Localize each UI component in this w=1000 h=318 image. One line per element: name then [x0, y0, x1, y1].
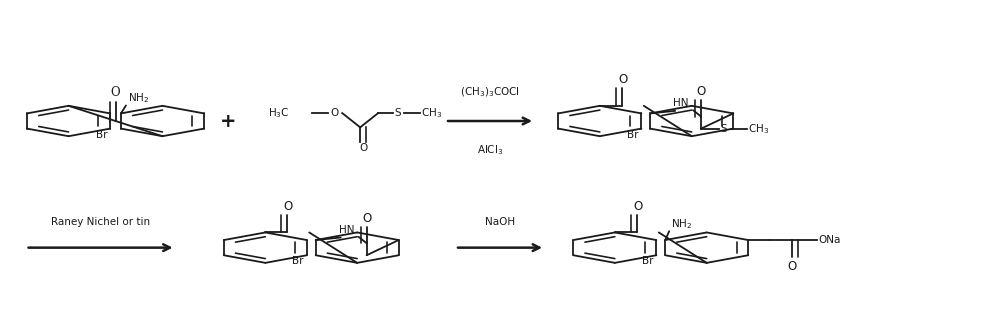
Text: NaOH: NaOH [485, 217, 515, 227]
Text: (CH$_3$)$_3$COCl: (CH$_3$)$_3$COCl [460, 85, 520, 99]
Text: HN: HN [673, 98, 689, 108]
Text: HN: HN [339, 225, 354, 235]
Text: CH$_3$: CH$_3$ [748, 122, 769, 135]
Text: O: O [111, 86, 120, 100]
Text: Raney Nichel or tin: Raney Nichel or tin [51, 217, 150, 227]
Text: O: O [618, 73, 627, 86]
Text: CH$_3$: CH$_3$ [421, 106, 442, 120]
Text: O: O [330, 108, 338, 118]
Text: Br: Br [292, 256, 304, 266]
Text: Br: Br [627, 129, 638, 140]
Text: O: O [697, 85, 706, 98]
Text: O: O [788, 260, 797, 273]
Text: S: S [720, 124, 727, 134]
Text: NH$_2$: NH$_2$ [128, 91, 149, 105]
Text: O: O [359, 143, 367, 154]
Text: O: O [284, 200, 293, 213]
Text: +: + [220, 112, 237, 130]
Text: NH$_2$: NH$_2$ [671, 217, 692, 231]
Text: ONa: ONa [818, 235, 841, 245]
Text: Br: Br [642, 256, 653, 266]
Text: H$_3$C: H$_3$C [268, 106, 290, 120]
Text: O: O [633, 200, 642, 213]
Text: AlCl$_3$: AlCl$_3$ [477, 143, 503, 157]
Text: S: S [394, 108, 401, 118]
Text: O: O [362, 211, 371, 225]
Text: Br: Br [96, 129, 107, 140]
